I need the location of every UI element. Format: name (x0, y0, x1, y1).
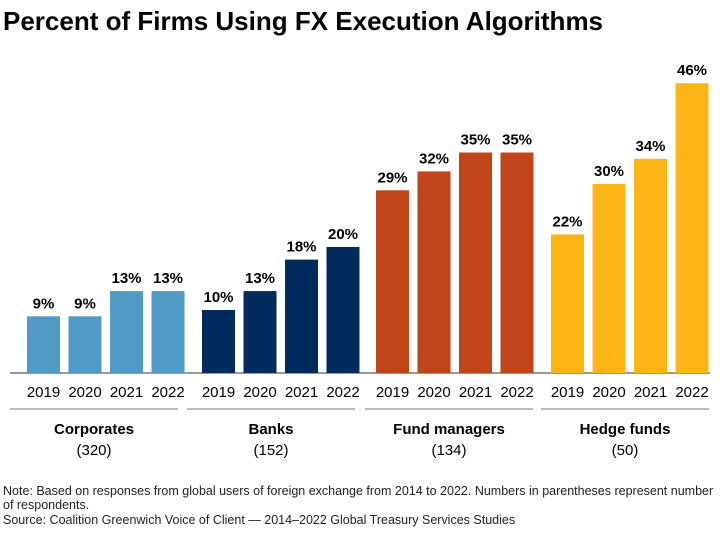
x-tick-label: 2022 (326, 384, 359, 401)
bar-value-label: 29% (377, 169, 407, 186)
bar-value-label: 30% (594, 163, 624, 180)
bar (417, 171, 451, 373)
x-tick-label: 2021 (285, 384, 318, 401)
x-tick-label: 2022 (151, 384, 184, 401)
bar-value-label: 32% (419, 150, 449, 167)
bar (285, 259, 318, 373)
x-tick-label: 2019 (376, 384, 409, 401)
group-count-label: (152) (253, 442, 288, 459)
bar (243, 291, 277, 373)
x-tick-label: 2019 (551, 384, 584, 401)
group-count-label: (50) (612, 442, 639, 459)
group-label: Hedge funds (580, 421, 671, 438)
x-tick-label: 2019 (202, 384, 235, 401)
bar (500, 152, 534, 373)
bar (151, 291, 185, 373)
bar (675, 83, 709, 373)
group-count-label: (320) (76, 442, 111, 459)
chart-note: Note: Based on responses from global use… (3, 484, 714, 512)
bar (202, 310, 235, 373)
x-tick-label: 2020 (417, 384, 450, 401)
bar-value-label: 13% (153, 270, 183, 287)
bar-value-label: 20% (328, 226, 358, 243)
bar-value-label: 35% (460, 132, 490, 149)
bar-value-label: 9% (74, 295, 96, 312)
group-label: Corporates (54, 421, 134, 438)
bar (376, 190, 409, 373)
bar-value-label: 10% (203, 289, 233, 306)
bar-value-label: 46% (677, 62, 707, 79)
chart-title: Percent of Firms Using FX Execution Algo… (3, 6, 604, 36)
x-tick-label: 2022 (500, 384, 533, 401)
group-label: Banks (248, 421, 293, 438)
bar (459, 152, 492, 373)
bar (592, 184, 626, 373)
x-tick-label: 2020 (243, 384, 276, 401)
x-tick-label: 2022 (675, 384, 708, 401)
group-count-label: (134) (431, 442, 466, 459)
x-tick-label: 2021 (459, 384, 492, 401)
bar (634, 158, 667, 373)
bar (551, 234, 584, 373)
bar-value-label: 13% (111, 270, 141, 287)
chart-source: Source: Coalition Greenwich Voice of Cli… (3, 513, 516, 527)
bar-value-label: 18% (286, 239, 316, 256)
bar (326, 247, 360, 373)
x-tick-label: 2020 (68, 384, 101, 401)
bar-value-label: 22% (552, 213, 582, 230)
bar-value-label: 35% (502, 132, 532, 149)
bar-value-label: 13% (245, 270, 275, 287)
bar (110, 291, 143, 373)
x-tick-label: 2020 (592, 384, 625, 401)
bar-value-label: 34% (635, 138, 665, 155)
group-label: Fund managers (393, 421, 505, 438)
bar-value-label: 9% (33, 295, 55, 312)
bar (27, 316, 60, 373)
x-tick-label: 2021 (110, 384, 143, 401)
bar (68, 316, 102, 373)
x-tick-label: 2019 (27, 384, 60, 401)
x-tick-label: 2021 (634, 384, 667, 401)
